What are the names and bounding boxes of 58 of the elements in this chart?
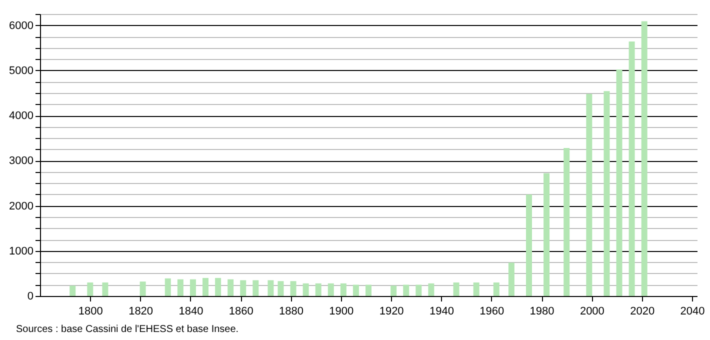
x-tick-label: 1880 xyxy=(279,306,304,318)
bar xyxy=(544,173,550,296)
y-tick-label: 2000 xyxy=(9,200,34,212)
bar xyxy=(70,286,76,296)
y-tick-label: 5000 xyxy=(9,64,34,77)
bar xyxy=(403,284,410,296)
bar xyxy=(390,286,397,296)
y-tick-label: 3000 xyxy=(9,155,34,168)
x-tick-label: 1800 xyxy=(78,306,103,318)
x-tick-label: 1940 xyxy=(429,306,454,318)
x-tick-label: 1840 xyxy=(178,306,204,318)
x-tick-label: 1820 xyxy=(128,306,154,318)
bar xyxy=(140,282,146,296)
bar xyxy=(328,283,334,296)
bar xyxy=(202,278,209,296)
bar xyxy=(473,282,480,296)
bar xyxy=(340,283,346,296)
bar xyxy=(586,94,592,296)
bar xyxy=(628,42,635,296)
bar xyxy=(428,283,434,296)
bar xyxy=(278,281,284,296)
bar xyxy=(493,282,500,296)
bar xyxy=(641,21,648,296)
bar xyxy=(508,262,514,296)
bar xyxy=(453,282,460,296)
bar xyxy=(87,282,94,296)
x-tick-label: 1920 xyxy=(379,306,404,318)
bar xyxy=(102,282,108,296)
bar xyxy=(228,279,234,296)
bar xyxy=(526,194,532,296)
bar xyxy=(164,278,171,296)
bar xyxy=(604,91,610,296)
x-tick-label: 1900 xyxy=(329,306,354,318)
y-tick-label: 4000 xyxy=(9,110,34,122)
x-tick-label: 2040 xyxy=(680,306,705,318)
bar xyxy=(616,70,622,296)
x-tick-label: 2000 xyxy=(580,306,604,318)
source-note: Sources : base Cassini de l'EHESS et base Insee. xyxy=(16,324,239,335)
y-tick-label: 1000 xyxy=(9,245,34,258)
bar xyxy=(315,283,322,296)
bar xyxy=(215,278,222,296)
bar xyxy=(290,281,296,296)
bar xyxy=(302,283,309,296)
bar xyxy=(190,279,196,296)
bar xyxy=(352,284,359,296)
bar xyxy=(240,280,246,296)
bar xyxy=(268,280,274,296)
bar xyxy=(366,284,372,296)
y-tick-label: 0 xyxy=(27,290,34,302)
bar xyxy=(252,280,259,296)
bar xyxy=(416,284,422,296)
x-tick-label: 1860 xyxy=(228,306,254,318)
y-tick-label: 6000 xyxy=(9,20,34,32)
x-tick-label: 2020 xyxy=(630,306,655,318)
bar xyxy=(564,148,570,296)
x-tick-label: 1960 xyxy=(480,306,504,318)
x-tick-label: 1980 xyxy=(530,306,554,318)
bar xyxy=(177,279,184,296)
